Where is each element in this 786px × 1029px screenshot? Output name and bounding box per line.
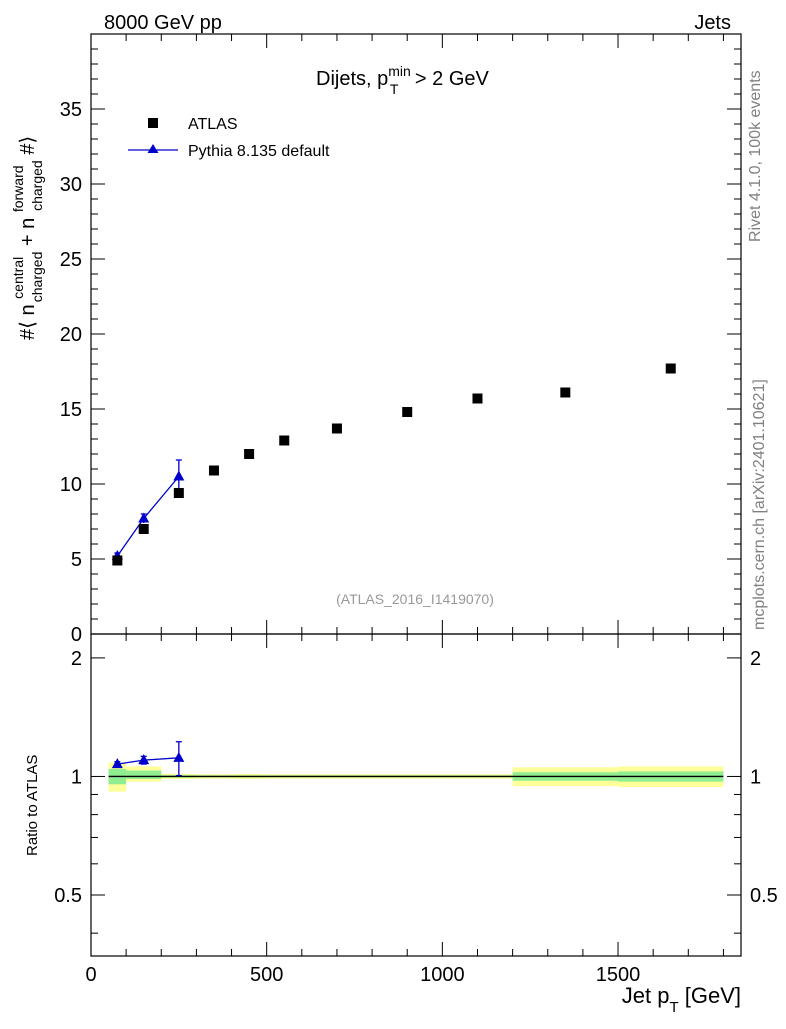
atlas-data-point: [244, 449, 255, 459]
x-tick-labels: 0 500 1000 1500: [85, 964, 640, 986]
main-y-label: #⟨ n central charged + n forward charged…: [6, 136, 47, 340]
ratio-y-label: Ratio to ATLAS: [24, 755, 41, 856]
header-right: Jets: [694, 12, 731, 34]
ratio-y-axis-ticks: [91, 657, 741, 934]
x-tick-label: 1000: [420, 964, 465, 986]
main-y-axis-ticks: [91, 33, 741, 635]
pythia-data-point: [138, 512, 150, 523]
ratio-pythia-point: [138, 754, 150, 765]
mcplots-label: mcplots.cern.ch [arXiv:2401.10621]: [751, 379, 768, 630]
main-x-axis-ticks: [90, 34, 724, 634]
main-y-tick-label: 10: [60, 474, 82, 496]
atlas-data-point: [208, 465, 219, 476]
atlas-data-point: [665, 363, 676, 374]
legend-label-atlas: ATLAS: [188, 116, 238, 133]
ratio-y-tick-label: 2: [71, 648, 82, 670]
x-axis-label: Jet pT [GeV]: [622, 983, 741, 1016]
ratio-pythia-point: [111, 758, 123, 769]
main-y-tick-label: 5: [71, 549, 82, 571]
atlas-data-point: [402, 407, 413, 417]
ratio-mc-series: [111, 741, 185, 777]
ratio-y-tick-label: 1: [71, 766, 82, 788]
ratio-panel: 0.5 0.5 1 1 2 2 0 500 1000 1500 Ratio to ATLAS J…: [24, 633, 778, 1016]
ratio-band-inner: [126, 770, 162, 780]
rivet-label: Rivet 4.1.0, 100k events: [747, 70, 764, 242]
atlas-data-point: [472, 393, 483, 404]
analysis-watermark: (ATLAS_2016_I1419070): [336, 591, 494, 607]
data-series: [112, 363, 676, 566]
ratio-y-tick-label: 0.5: [54, 885, 82, 907]
main-y-tick-label: 25: [60, 249, 82, 271]
ratio-y-tick-label-right: 1: [750, 766, 761, 788]
ratio-y-tick-label-right: 0.5: [750, 885, 778, 907]
atlas-data-point: [560, 387, 571, 398]
ratio-y-tick-label-right: 2: [750, 648, 761, 670]
plot-title: Dijets, pmin T > 2 GeV: [316, 63, 490, 97]
atlas-data-point: [331, 423, 342, 434]
atlas-data-point: [138, 524, 149, 534]
main-y-tick-label: 35: [60, 99, 82, 121]
legend-marker-pythia: [147, 144, 159, 153]
main-y-tick-label: 15: [60, 399, 82, 421]
legend-label-pythia: Pythia 8.135 default: [188, 143, 330, 160]
ratio-frame: [90, 633, 742, 957]
x-tick-label: 500: [250, 964, 283, 986]
x-tick-label: 0: [85, 964, 96, 986]
svg-text:#⟨ n central c: #⟨ n central charged + n forward charged…: [6, 136, 47, 340]
main-panel: 0 5 10 15 20 25 30 35 Dijets, pmin T > 2 GeV (AT…: [6, 33, 742, 646]
ratio-y-tick-labels: 0.5 0.5 1 1 2 2: [54, 648, 778, 907]
ratio-pythia-point: [173, 751, 185, 762]
atlas-data-point: [112, 555, 123, 566]
legend: ATLAS Pythia 8.135 default: [128, 116, 330, 160]
pythia-line: [116, 476, 180, 557]
main-y-tick-label: 20: [60, 324, 82, 346]
main-y-tick-label: 0: [71, 624, 82, 646]
mc-series: [111, 459, 185, 560]
main-y-tick-labels: 0 5 10 15 20 25 30 35: [60, 99, 82, 646]
x-tick-label: 1500: [596, 964, 641, 986]
atlas-data-point: [279, 435, 290, 446]
ratio-x-axis-ticks: [90, 634, 724, 956]
pythia-data-point: [173, 470, 185, 481]
atlas-data-point: [173, 488, 184, 498]
legend-marker-atlas: [148, 118, 158, 128]
main-y-tick-label: 30: [60, 174, 82, 196]
header-left: 8000 GeV pp: [104, 12, 222, 34]
